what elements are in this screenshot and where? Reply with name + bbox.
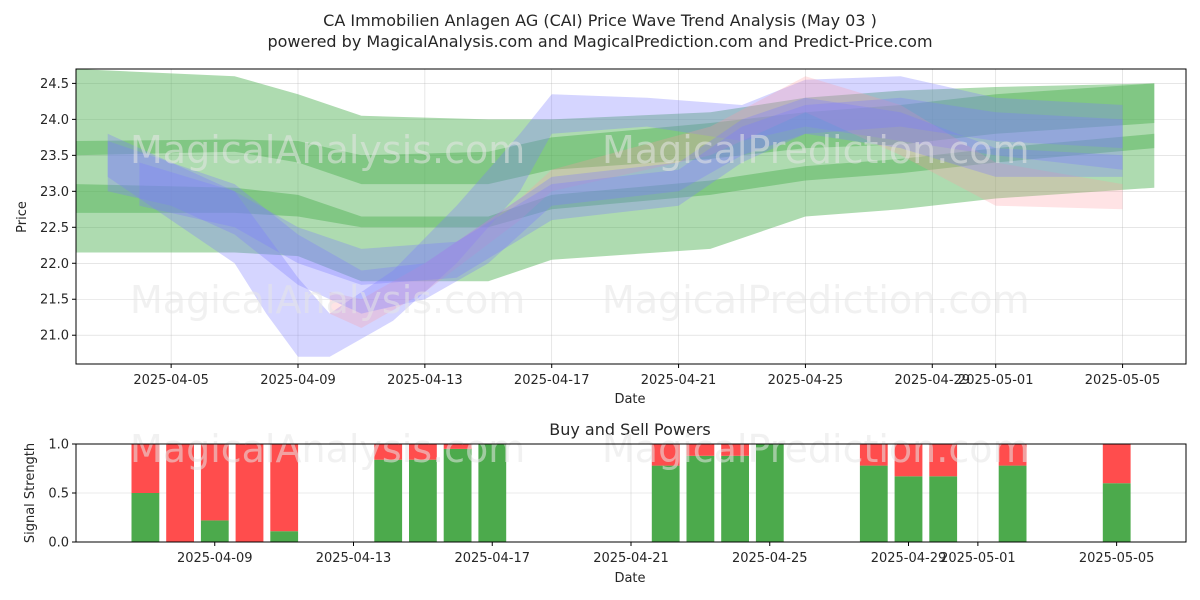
watermark-analysis-top: MagicalAnalysis.com <box>130 128 525 172</box>
watermark-prediction-mid: MagicalPrediction.com <box>602 278 1030 322</box>
price-plot-frame <box>75 68 1187 365</box>
price-y-tick-label: 21.0 <box>40 329 69 344</box>
signal-x-tick-label: 2025-04-25 <box>732 551 808 566</box>
buy-bar <box>131 493 160 542</box>
buy-bar <box>929 476 958 542</box>
price-x-tick-label: 2025-04-13 <box>387 373 463 388</box>
sell-bar <box>374 444 403 460</box>
signal-x-axis-label: Date <box>614 571 645 586</box>
buy-bar <box>651 465 680 542</box>
signal-x-tick-label: 2025-04-17 <box>454 551 530 566</box>
price-panel: MagicalAnalysis.com MagicalPrediction.co… <box>15 68 1187 407</box>
price-y-tick-label: 23.5 <box>40 149 69 164</box>
buy-bar <box>686 455 715 542</box>
buy-bar <box>478 444 507 542</box>
price-band-blue-6 <box>139 97 1123 285</box>
sell-bar <box>686 444 715 456</box>
sell-bar <box>270 444 299 532</box>
sell-bar <box>166 444 194 542</box>
buy-bar <box>721 455 749 542</box>
buy-bar <box>443 448 472 542</box>
signal-panel-title: Buy and Sell Powers <box>549 420 711 439</box>
signal-y-axis-label: Signal Strength <box>23 443 38 543</box>
price-band-green-0 <box>76 69 1155 282</box>
price-y-tick-label: 21.5 <box>40 293 69 308</box>
price-y-tick-label: 24.0 <box>40 113 69 128</box>
signal-x-tick-label: 2025-04-13 <box>316 551 392 566</box>
sell-bar <box>651 444 680 466</box>
signal-y-tick-label: 1.0 <box>48 438 69 453</box>
signal-x-tick-label: 2025-04-29 <box>871 551 947 566</box>
price-wave-bands <box>76 69 1155 357</box>
watermark-prediction-bottom: MagicalPrediction.com <box>602 427 1030 471</box>
signal-panel: Buy and Sell Powers MagicalAnalysis.com … <box>23 420 1187 586</box>
price-x-tick-label: 2025-04-25 <box>768 373 844 388</box>
sell-bar <box>200 444 229 521</box>
watermark-analysis-bottom: MagicalAnalysis.com <box>130 427 525 471</box>
sell-bar <box>998 444 1027 466</box>
price-y-tick-label: 23.0 <box>40 185 69 200</box>
signal-x-tick-label: 2025-04-09 <box>177 551 253 566</box>
sell-bar <box>929 444 958 477</box>
price-band-red-4 <box>329 76 1123 328</box>
sell-bar <box>721 444 749 456</box>
signal-x-tick-label: 2025-05-01 <box>940 551 1016 566</box>
chart-title-line1: CA Immobilien Anlagen AG (CAI) Price Wav… <box>323 11 877 30</box>
price-x-ticks: 2025-04-05 2025-04-09 2025-04-13 2025-04-17… <box>133 364 1160 388</box>
chart-title-line2: powered by MagicalAnalysis.com and Magic… <box>267 32 932 51</box>
price-y-ticks: 21.0 21.5 22.0 22.5 23.0 23.5 24.0 24.5 <box>40 77 76 344</box>
sell-bar <box>131 444 160 493</box>
price-x-tick-label: 2025-04-09 <box>260 373 336 388</box>
buy-bar <box>270 531 299 542</box>
signal-y-ticks: 0.0 0.5 1.0 <box>48 438 76 551</box>
price-x-tick-label: 2025-04-05 <box>133 373 209 388</box>
sell-bar <box>894 444 923 477</box>
price-x-axis-label: Date <box>614 392 645 407</box>
watermark-prediction-top: MagicalPrediction.com <box>602 128 1030 172</box>
buy-bar <box>200 520 229 542</box>
sell-bar <box>1102 444 1131 484</box>
sell-bar <box>859 444 888 466</box>
buy-bar <box>755 444 784 542</box>
signal-x-tick-label: 2025-04-21 <box>593 551 669 566</box>
watermark-analysis-mid: MagicalAnalysis.com <box>130 278 525 322</box>
sell-bar <box>409 444 437 460</box>
signal-x-tick-label: 2025-05-05 <box>1079 551 1155 566</box>
price-y-tick-label: 24.5 <box>40 77 69 92</box>
price-x-tick-label: 2025-04-21 <box>641 373 717 388</box>
signal-y-tick-label: 0.5 <box>48 487 69 502</box>
signal-y-tick-label: 0.0 <box>48 536 69 551</box>
price-band-blue-3 <box>107 76 1123 357</box>
buy-bar <box>894 476 923 542</box>
buy-bar <box>859 465 888 542</box>
signal-bars <box>131 444 1131 542</box>
price-x-tick-label: 2025-04-29 <box>895 373 971 388</box>
buy-bar <box>998 465 1027 542</box>
buy-bar <box>409 459 437 542</box>
price-y-tick-label: 22.0 <box>40 257 69 272</box>
price-y-tick-label: 22.5 <box>40 221 69 236</box>
signal-x-ticks: 2025-04-09 2025-04-13 2025-04-17 2025-04-21… <box>177 542 1154 566</box>
price-x-tick-label: 2025-04-17 <box>514 373 590 388</box>
price-x-tick-label: 2025-05-05 <box>1085 373 1161 388</box>
buy-bar <box>374 459 403 542</box>
price-y-axis-label: Price <box>15 201 30 233</box>
sell-bar <box>443 444 472 449</box>
buy-bar <box>1102 483 1131 542</box>
sell-bar <box>235 444 264 542</box>
price-x-tick-label: 2025-05-01 <box>958 373 1034 388</box>
price-band-green-1 <box>76 83 1155 185</box>
price-gridlines <box>76 69 1186 364</box>
